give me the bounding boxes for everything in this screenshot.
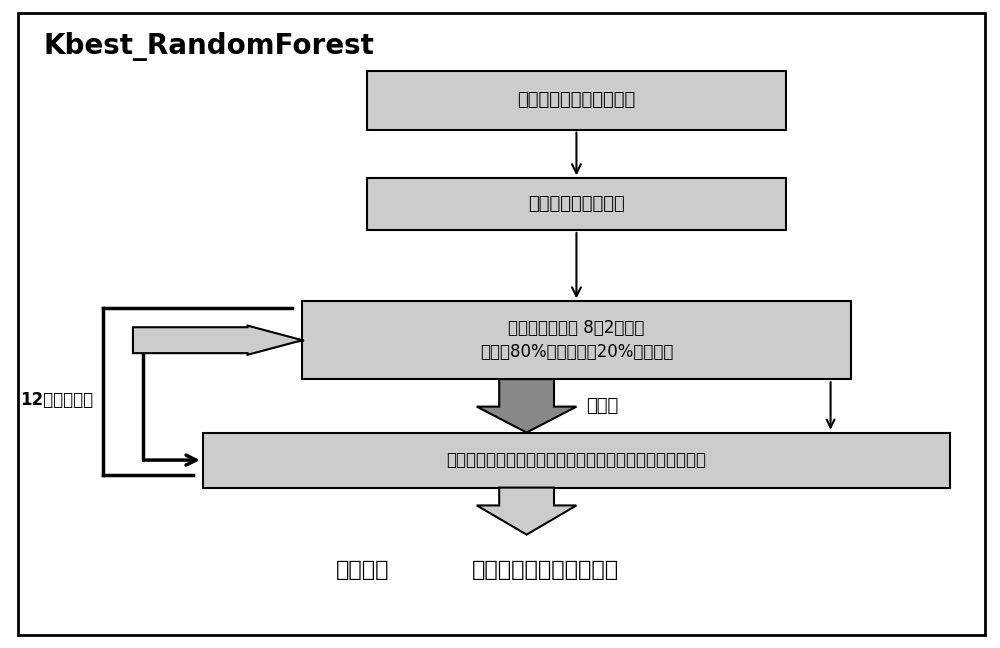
Polygon shape <box>477 379 576 433</box>
Text: 特征降维和特征选择: 特征降维和特征选择 <box>528 195 625 213</box>
Text: 把整体样本按照 8：2的比例
，分为80%的训练集，20%的测试集: 把整体样本按照 8：2的比例 ，分为80%的训练集，20%的测试集 <box>480 319 673 361</box>
FancyBboxPatch shape <box>367 178 786 230</box>
Text: Kbest_RandomForest: Kbest_RandomForest <box>43 32 374 62</box>
Text: 导出模型: 导出模型 <box>335 561 389 580</box>
Text: 训练集的样本和标签统一的传入算法中，得到拟合后的模型: 训练集的样本和标签统一的传入算法中，得到拟合后的模型 <box>446 451 706 469</box>
Polygon shape <box>477 488 576 535</box>
Text: 12倍交叉验证: 12倍交叉验证 <box>20 391 93 409</box>
FancyBboxPatch shape <box>203 433 950 488</box>
FancyBboxPatch shape <box>302 301 851 379</box>
Text: 先把整体样本读到内存中: 先把整体样本读到内存中 <box>517 91 636 110</box>
Polygon shape <box>133 326 302 355</box>
Text: （在测试集上最终验证）: （在测试集上最终验证） <box>472 561 619 580</box>
FancyBboxPatch shape <box>18 13 985 635</box>
Text: 训练集: 训练集 <box>586 397 619 415</box>
FancyBboxPatch shape <box>367 71 786 130</box>
